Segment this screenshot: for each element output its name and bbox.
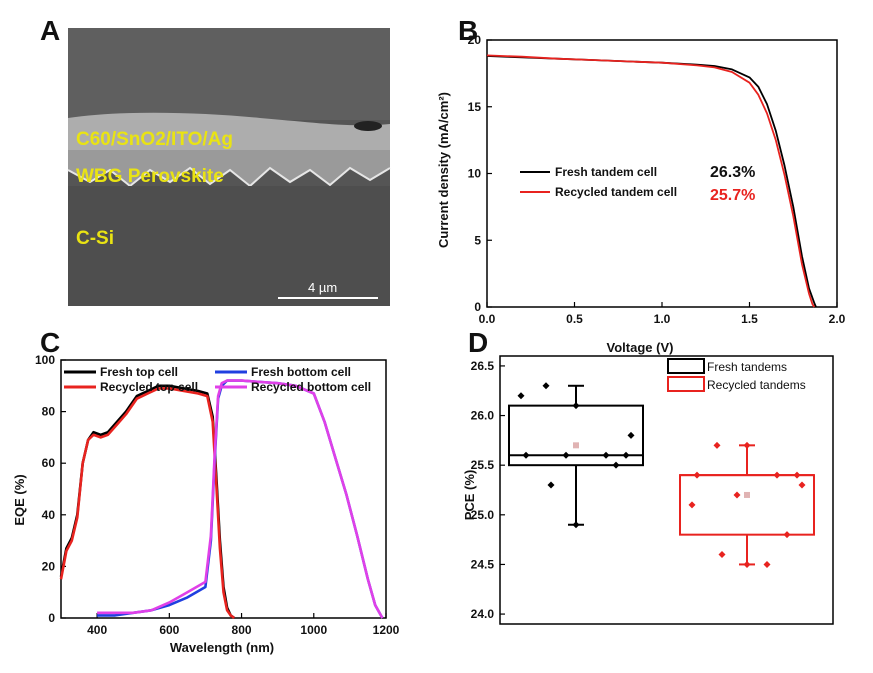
pce-recycled-point [733,491,741,499]
jv-xtick-label: 1.5 [741,312,758,326]
eqe-xtick-label: 400 [87,623,107,637]
eqe-series-2 [59,387,236,620]
pce-fresh-point [627,431,635,439]
panel-d-letter: D [468,327,488,358]
sem-image [67,28,391,306]
jv-xtick-label: 2.0 [829,312,846,326]
pce-recycled-point [718,551,726,559]
pce-fresh-mean [573,442,579,449]
pce-ytick-label: 24.0 [471,607,495,621]
eqe-ytick-label: 40 [42,508,56,522]
eqe-xlabel: Wavelength (nm) [170,640,274,655]
pce-ytick-label: 25.5 [471,458,495,472]
eqe-ytick-label: 0 [48,611,55,625]
panel-a-letter: A [40,15,60,46]
pce-recycled-point [783,531,791,539]
pce-legend-fresh-swatch [667,358,705,374]
eqe-ytick-label: 20 [42,559,56,573]
pce-legend-recycled: Recycled tandems [707,378,806,392]
pce-recycled-point [713,441,721,449]
pce-fresh-point [622,451,630,459]
jv-legend-recycled: Recycled tandem cell [555,185,677,199]
pce-fresh-point [562,451,570,459]
pce-fresh-point [602,451,610,459]
panel-c-letter: C [40,327,60,358]
eqe-xtick-label: 1200 [373,623,400,637]
eqe-series-4 [97,379,384,619]
eqe-legend-recycled-bottom: Recycled bottom cell [251,380,371,394]
eqe-frame [60,359,387,619]
sem-layer2-label: WBG Perovskite [76,166,224,187]
eqe-ylabel: EQE (%) [12,474,27,525]
pce-recycled-point [763,560,771,568]
jv-plot: 0.0 0.5 1.0 1.5 2.0 0 5 10 15 20 [468,33,846,326]
pce-boxplot: 24.0 24.5 25.0 25.5 26.0 26.5 [471,355,834,625]
pce-ytick-label: 26.5 [471,359,495,373]
pce-recycled-point [793,471,801,479]
pce-legend-fresh: Fresh tandems [707,360,787,374]
pce-recycled-box [679,474,815,536]
jv-series-1 [486,55,817,308]
eqe-xtick-label: 1000 [300,623,327,637]
pce-fresh-point [572,402,580,410]
pce-recycled-mean [744,491,750,498]
jv-xtick-label: 1.0 [654,312,671,326]
jv-pce-fresh: 26.3% [710,164,755,181]
eqe-series-3 [97,379,384,619]
jv-xtick-label: 0.0 [479,312,496,326]
pce-recycled-point [798,481,806,489]
jv-ytick-label: 5 [474,233,481,247]
pce-ytick-label: 24.5 [471,557,495,571]
jv-series-2 [486,54,816,308]
eqe-legend-recycled-top: Recycled top cell [100,380,198,394]
jv-ytick-label: 0 [474,300,481,314]
eqe-ytick-label: 100 [35,353,55,367]
pce-legend-recycled-swatch [667,376,705,392]
jv-ylabel: Current density (mA/cm²) [436,92,451,248]
eqe-xtick-label: 800 [232,623,252,637]
pce-fresh-point [517,392,525,400]
pce-fresh-point [547,481,555,489]
jv-xlabel: Voltage (V) [607,340,674,355]
pce-fresh-point [522,451,530,459]
pce-ylabel: PCE (%) [462,470,477,521]
eqe-ytick-label: 60 [42,456,56,470]
pce-recycled-point [693,471,701,479]
pce-ytick-label: 26.0 [471,409,495,423]
eqe-legend-fresh-bottom: Fresh bottom cell [251,365,351,379]
jv-ytick-label: 10 [468,167,482,181]
jv-legend-fresh: Fresh tandem cell [555,165,657,179]
jv-xtick-label: 0.5 [566,312,583,326]
panel-b-letter: B [458,15,478,46]
sem-scalebar-label: 4 µm [308,280,337,295]
pce-frame [499,355,834,625]
sem-layer3-label: C-Si [76,228,114,249]
eqe-plot: 400 600 800 1000 1200 0 20 40 60 80 100 [35,353,400,637]
pce-recycled-point [688,501,696,509]
sem-layer1-label: C60/SnO2/ITO/Ag [76,129,233,150]
eqe-ytick-label: 80 [42,405,56,419]
jv-ytick-label: 20 [468,33,482,47]
pce-fresh-point [572,521,580,529]
eqe-series-1 [59,384,236,620]
pce-ytick-label: 25.0 [471,508,495,522]
eqe-legend-fresh-top: Fresh top cell [100,365,178,379]
pce-recycled-point [743,441,751,449]
jv-pce-recycled: 25.7% [710,187,755,204]
pce-fresh-point [542,382,550,390]
pce-recycled-point [773,471,781,479]
eqe-xtick-label: 600 [159,623,179,637]
pce-fresh-point [612,461,620,469]
jv-ytick-label: 15 [468,100,482,114]
pce-recycled-point [743,560,751,568]
